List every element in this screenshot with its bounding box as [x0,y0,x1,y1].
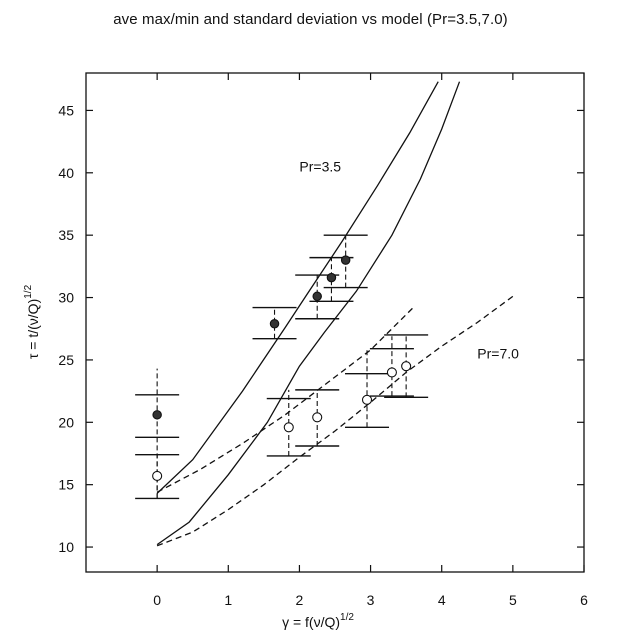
data-point-open [283,422,294,433]
y-tick-label: 25 [58,352,74,368]
annotations: Pr=3.5 Pr=7.0 [299,159,519,362]
x-axis-label: γ = f(ν/Q)1/2 [282,612,354,630]
model-curve-pr7-3 [156,295,514,547]
data-point-open [386,367,397,378]
chart-title: ave max/min and standard deviation vs mo… [113,11,508,28]
y-tick-label: 45 [58,102,74,118]
data-point-filled [312,291,322,302]
curve-annotation: Pr=7.0 [477,346,519,362]
x-tick-label: 4 [438,592,446,608]
error-bars [135,234,429,500]
x-tick-label: 0 [153,592,161,608]
y-tick-label: 30 [58,290,74,306]
model-curve-pr35-1 [156,81,461,546]
y-tick-label: 10 [58,539,74,555]
x-tick-label: 6 [580,592,588,608]
data-points [152,255,412,481]
x-tick-label: 1 [224,592,232,608]
y-tick-label: 40 [58,165,74,181]
data-point-filled [269,318,280,329]
y-tick-label: 20 [58,414,74,430]
y-tick-label: 35 [58,227,74,243]
x-tick-label: 3 [367,592,375,608]
data-point-open [312,412,323,423]
data-point-filled [326,272,337,283]
y-tick-label: 15 [58,477,74,493]
data-point-open [152,470,163,481]
x-tick-label: 5 [509,592,517,608]
y-axis-label: τ = t/(ν/Q)1/2 [23,284,41,359]
x-tick-label: 2 [296,592,304,608]
model-curve-pr35-0 [156,81,439,494]
plot-frame [85,72,585,573]
data-point-filled [340,255,351,265]
data-point-filled [152,410,162,420]
model-curve-pr7-2 [156,307,414,493]
axis-ticks [86,73,585,572]
curve-annotation: Pr=3.5 [299,159,341,175]
model-curves [156,81,514,547]
data-point-open [361,394,373,405]
data-point-open [401,361,412,372]
